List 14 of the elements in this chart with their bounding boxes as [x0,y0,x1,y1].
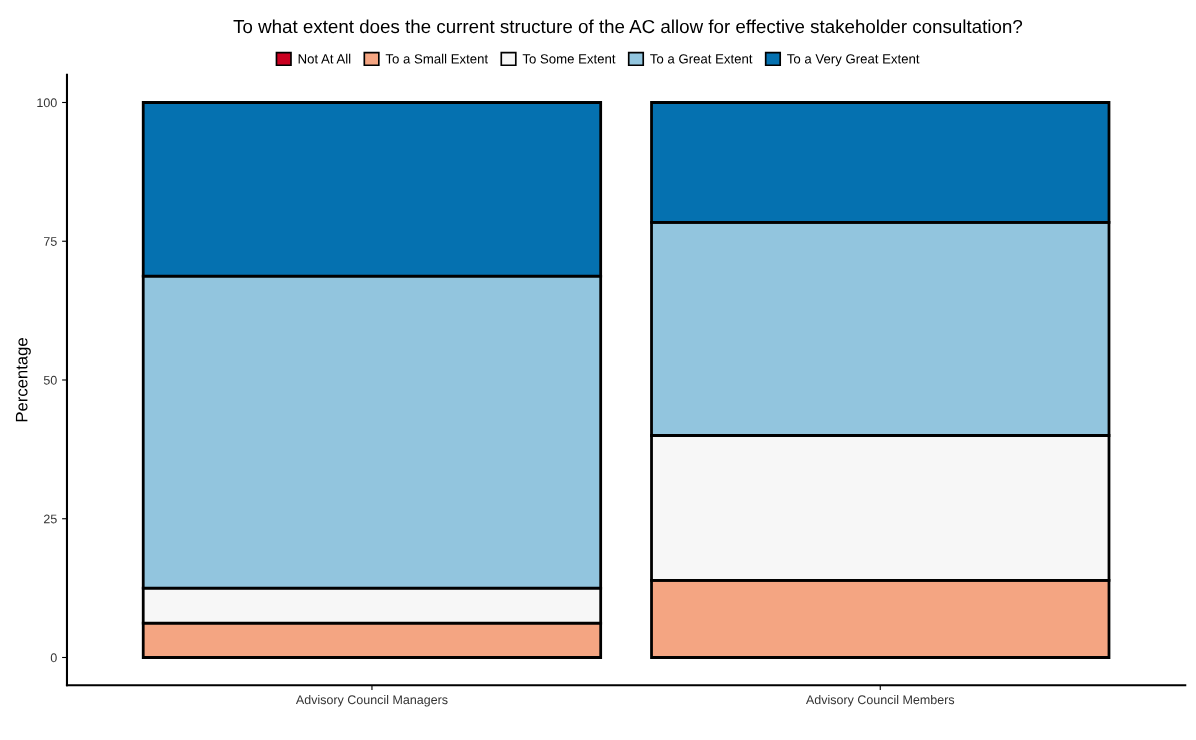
legend-label: To a Great Extent [650,54,753,64]
legend-label: To Some Extent [522,54,616,64]
legend-label: To a Small Extent [385,53,488,64]
y-tick-label: 100 [37,98,57,108]
y-axis-title: Percentage [15,338,31,422]
x-tick-label: Advisory Council Managers [295,694,448,707]
x-tick-label: Advisory Council Members [805,694,955,707]
y-tick-label: 0 [50,653,57,663]
y-tick-label: 75 [43,237,57,246]
legend-label: Not At All [298,53,351,64]
y-tick-label: 50 [43,375,57,385]
legend-label: To a Very Great Extent [787,54,920,67]
chart-title: To what extent does the current structure of the AC allow for effective stakeholder consultation? [233,19,1023,34]
y-tick-label: 25 [43,514,57,524]
